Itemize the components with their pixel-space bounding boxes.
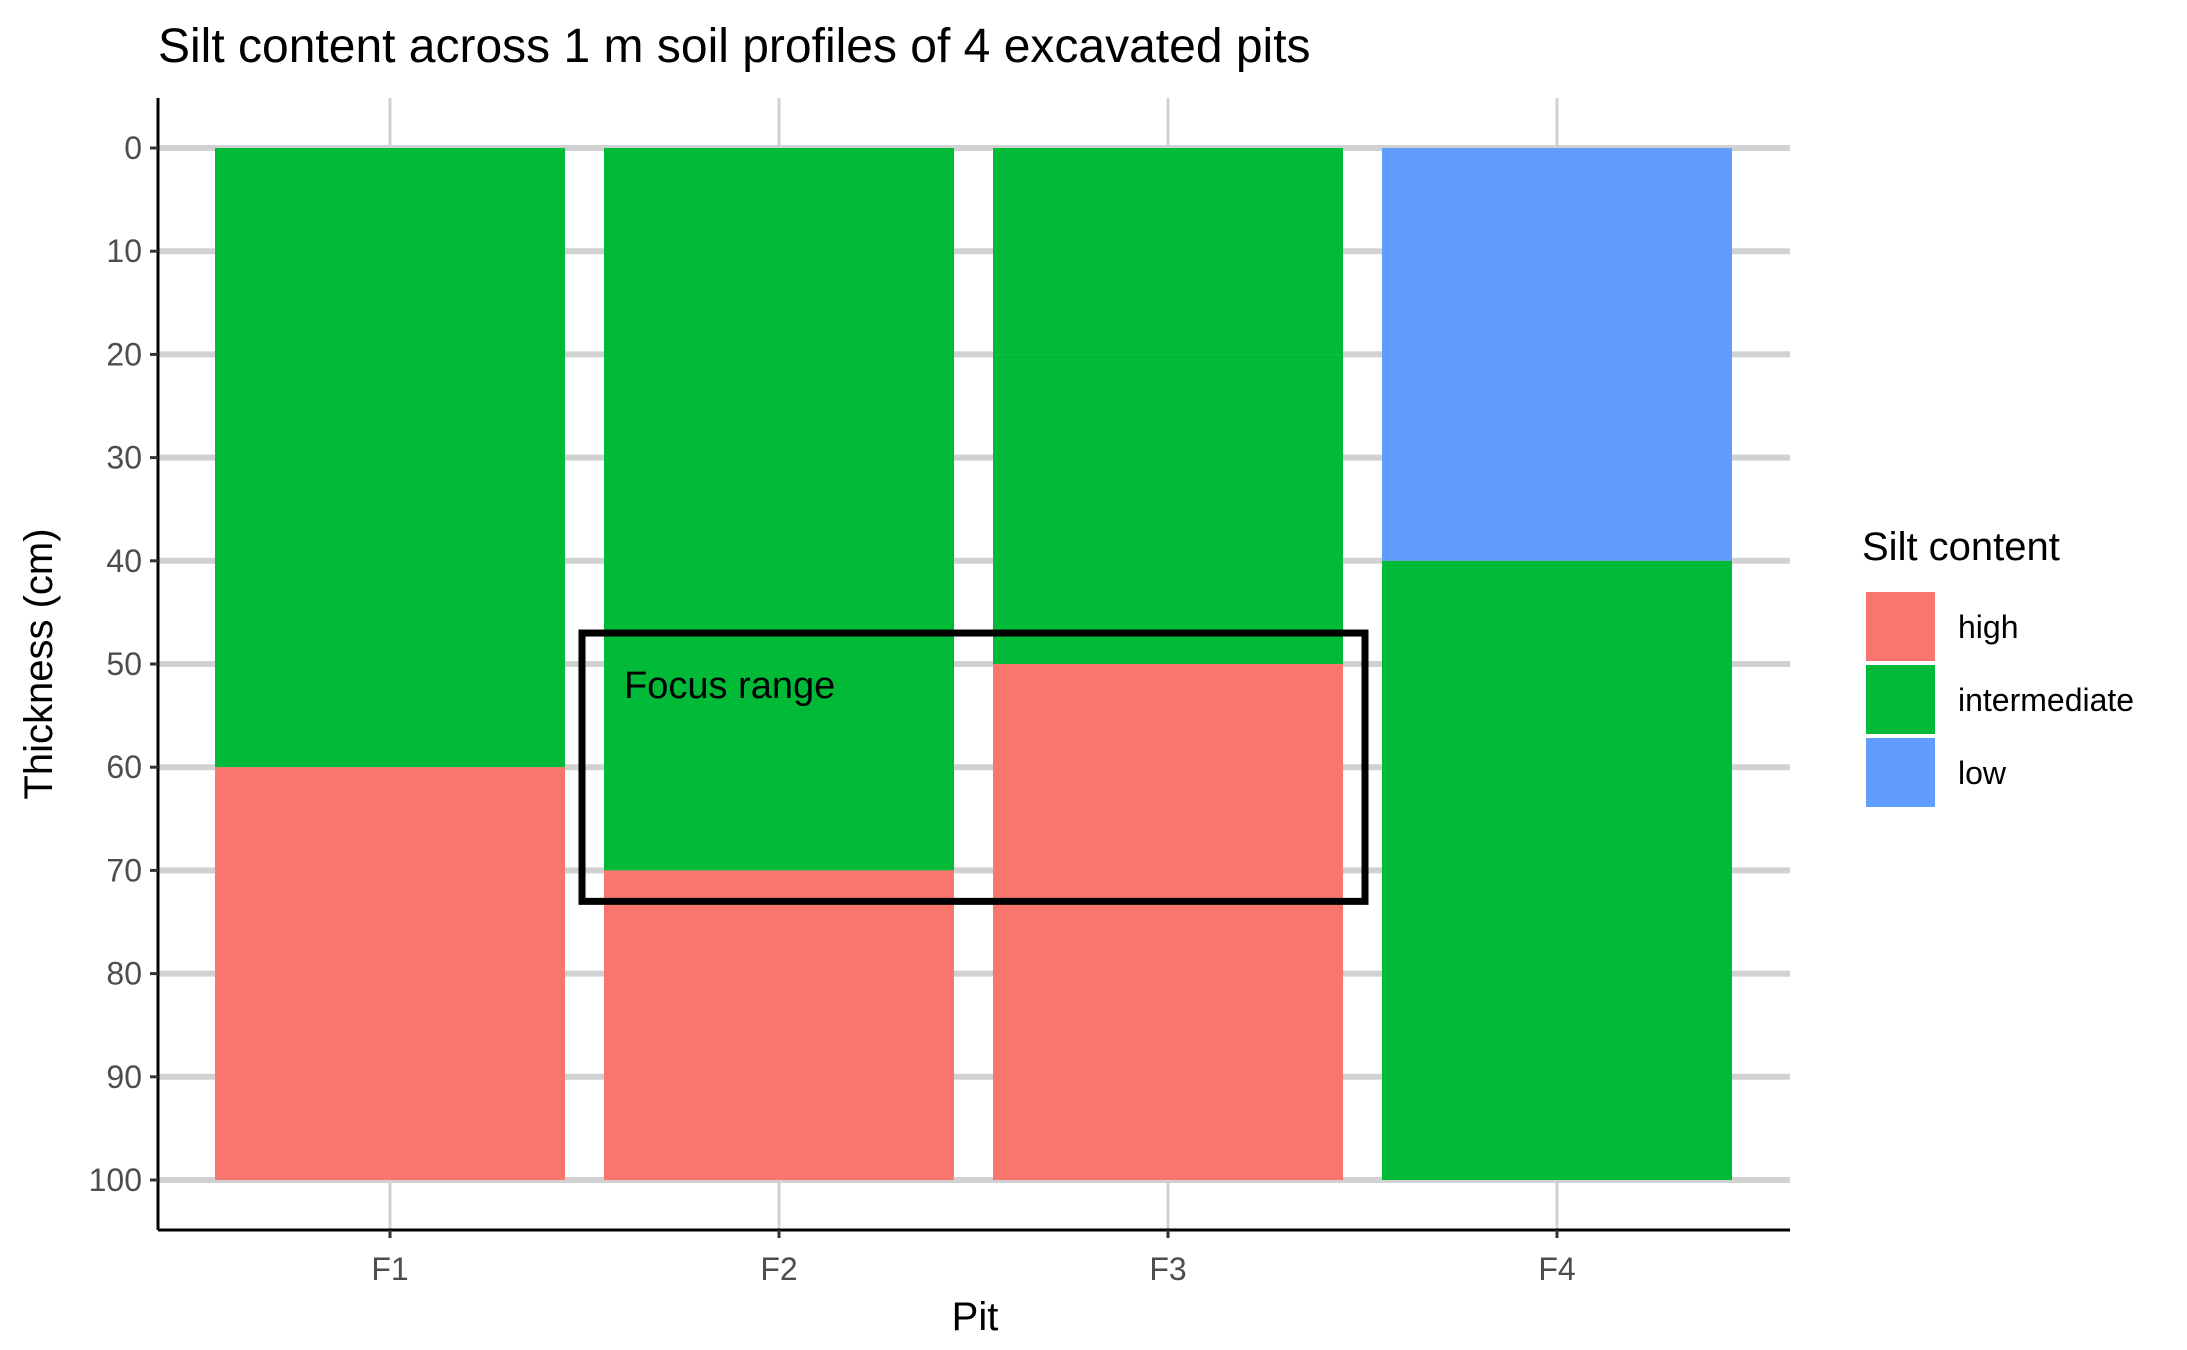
bar-segment-F3-high: [993, 664, 1343, 1180]
bar-segments: [215, 148, 1732, 1180]
bar-segment-F4-low: [1382, 148, 1732, 561]
y-tick-label: 50: [106, 646, 142, 682]
bar-segment-F3-intermediate: [993, 148, 1343, 355]
y-tick-label: 100: [89, 1162, 142, 1198]
chart-title: Silt content across 1 m soil profiles of…: [158, 20, 1311, 73]
bar-segment-F1-high: [215, 767, 565, 1180]
legend-label-high: high: [1958, 609, 2019, 645]
bar-segment-F1-intermediate: [215, 148, 565, 768]
bar-segment-F3-intermediate: [993, 354, 1343, 664]
legend-label-intermediate: intermediate: [1958, 682, 2134, 718]
focus-range-annotation: Focus range: [578, 629, 1369, 905]
legend-key-low: [1866, 738, 1935, 807]
bar-segment-F2-high: [604, 870, 954, 1180]
x-tick-label: F4: [1538, 1251, 1575, 1287]
x-axis-title: Pit: [952, 1295, 999, 1339]
x-tick-label: F3: [1149, 1251, 1186, 1287]
legend-key-intermediate: [1866, 665, 1935, 734]
focus-range-box: [578, 629, 1369, 905]
y-tick-label: 40: [106, 543, 142, 579]
y-tick-label: 10: [106, 233, 142, 269]
y-tick-label: 80: [106, 956, 142, 992]
bar-segment-F2-intermediate: [604, 148, 954, 871]
y-tick-label: 60: [106, 749, 142, 785]
y-axis-title: Thickness (cm): [17, 528, 61, 799]
y-tick-label: 90: [106, 1059, 142, 1095]
y-tick-label: 0: [124, 130, 142, 166]
y-tick-label: 70: [106, 852, 142, 888]
x-tick-label: F2: [760, 1251, 797, 1287]
y-tick-label: 30: [106, 440, 142, 476]
y-tick-labels: 0 10 20 30 40 50 60 70 80 90 100: [89, 130, 158, 1198]
focus-range-label: Focus range: [624, 665, 835, 707]
legend-label-low: low: [1958, 755, 2007, 791]
x-tick-labels: F1 F2 F3 F4: [371, 1230, 1576, 1287]
legend: Silt content high intermediate low: [1862, 525, 2134, 807]
y-tick-label: 20: [106, 336, 142, 372]
legend-key-high: [1866, 592, 1935, 661]
legend-title: Silt content: [1862, 525, 2060, 569]
bar-segment-F4-intermediate: [1382, 560, 1732, 1180]
x-tick-label: F1: [371, 1251, 408, 1287]
